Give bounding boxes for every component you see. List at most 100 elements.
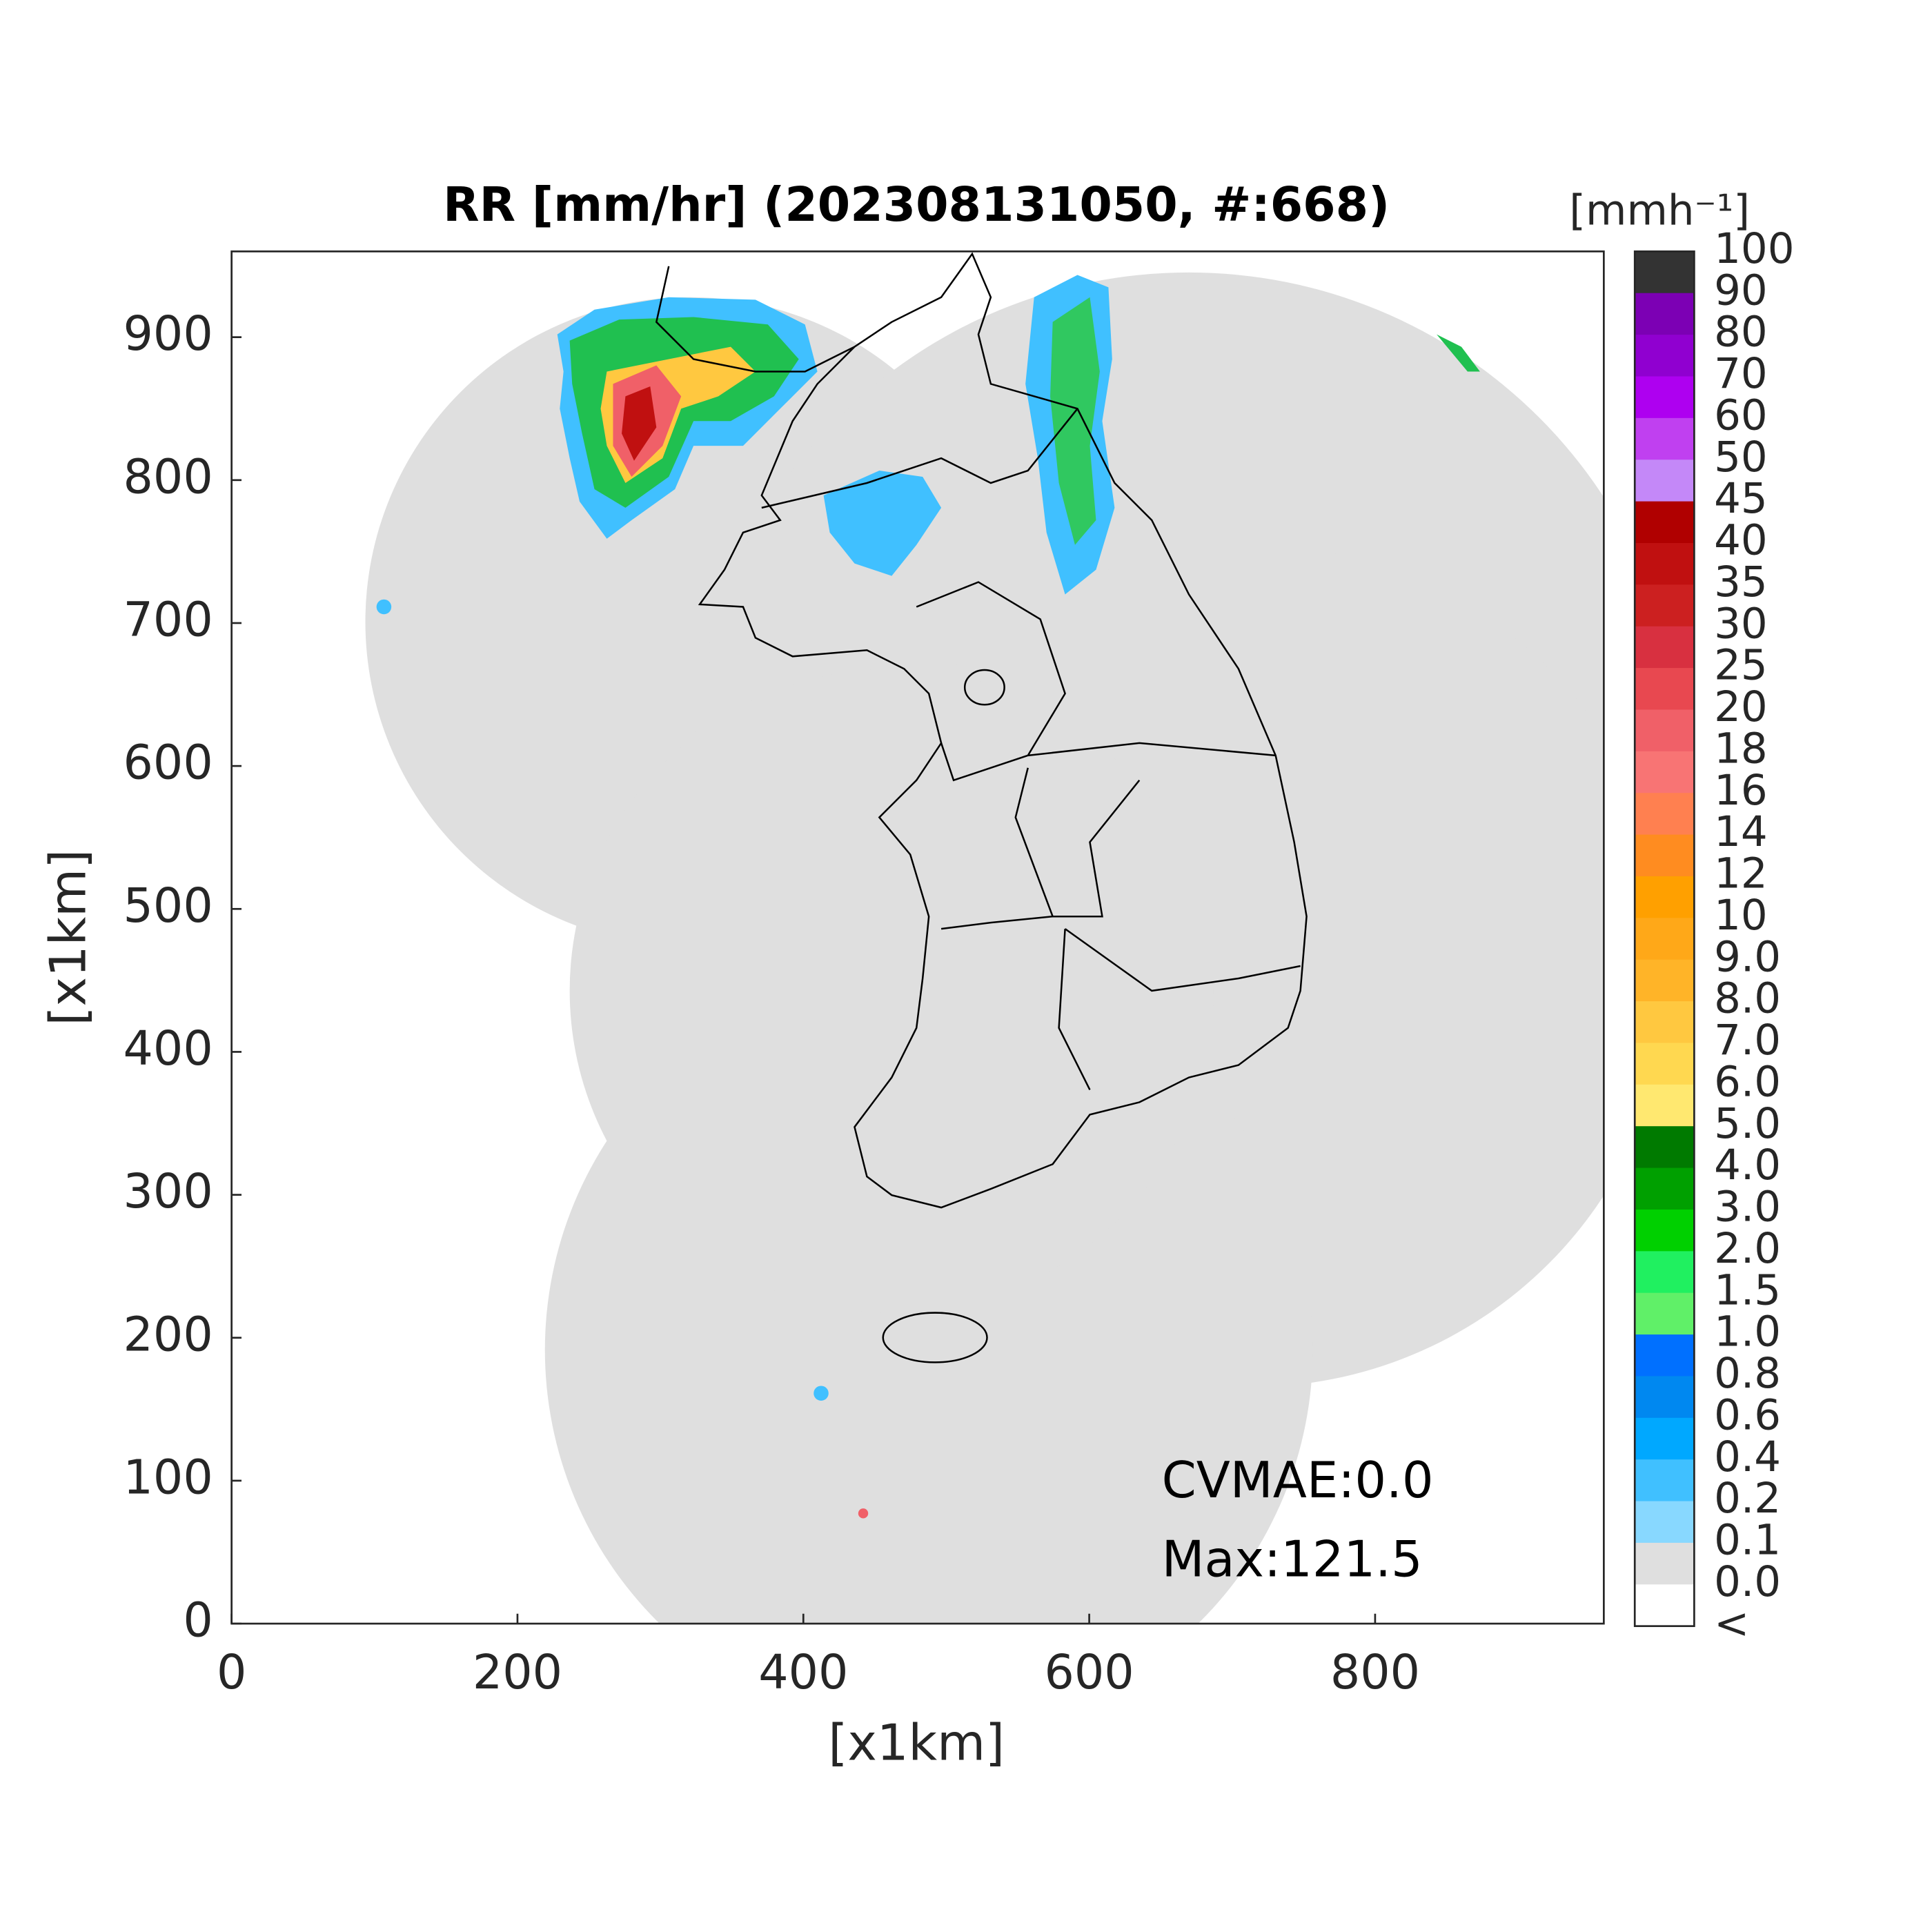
colorbar-label: 0.0 <box>1714 1557 1781 1606</box>
colorbar-label: 1.0 <box>1714 1308 1781 1357</box>
annotation: CVMAE:0.0 <box>1162 1451 1434 1509</box>
y-tick-label: 700 <box>124 593 213 648</box>
colorbar-label: 16 <box>1714 766 1768 815</box>
map-layer <box>365 252 1604 1624</box>
colorbar-label: 18 <box>1714 724 1768 773</box>
colorbar-label: 12 <box>1714 849 1768 898</box>
colorbar-segment <box>1635 1126 1695 1169</box>
colorbar-segment <box>1635 460 1695 502</box>
colorbar-label: 5.0 <box>1714 1099 1781 1148</box>
colorbar-frame <box>1633 250 1695 1628</box>
colorbar-label: 9.0 <box>1714 932 1781 981</box>
annotation: Max:121.5 <box>1162 1530 1423 1588</box>
peninsula-outline <box>698 252 1308 1209</box>
x-axis-label: [x1km] <box>828 1713 1005 1771</box>
colorbar-segment <box>1635 1459 1695 1502</box>
y-tick-label: 500 <box>124 879 213 934</box>
y-tick-label: 200 <box>124 1308 213 1362</box>
colorbar-label: 35 <box>1714 558 1768 607</box>
rain-cell <box>858 1508 869 1519</box>
colorbar-segment <box>1635 1376 1695 1419</box>
colorbar-segment <box>1635 417 1695 461</box>
colorbar-segment <box>1635 751 1695 794</box>
colorbar-segment <box>1635 376 1695 419</box>
colorbar-segment <box>1635 1542 1695 1586</box>
x-tick-label: 200 <box>473 1646 562 1700</box>
seoul-outline <box>963 669 1005 706</box>
colorbar-segment <box>1635 584 1695 627</box>
colorbar-label: 50 <box>1714 433 1768 482</box>
colorbar-label: 0.2 <box>1714 1474 1781 1523</box>
colorbar-segment <box>1635 1251 1695 1294</box>
colorbar-segment <box>1635 1167 1695 1210</box>
jeju-island <box>882 1312 988 1363</box>
colorbar-label: < <box>1714 1599 1749 1648</box>
colorbar-label: 14 <box>1714 807 1768 856</box>
rain-area <box>1050 297 1100 545</box>
y-tick-label: 100 <box>124 1450 213 1505</box>
colorbar-segment <box>1635 251 1695 294</box>
y-tick-label: 300 <box>124 1165 213 1219</box>
colorbar-label: 80 <box>1714 308 1768 357</box>
colorbar-label: 3.0 <box>1714 1183 1781 1232</box>
rain-cell <box>814 1386 829 1401</box>
colorbar-segment <box>1635 1501 1695 1544</box>
colorbar-label: 2.0 <box>1714 1224 1781 1273</box>
coastlines <box>655 252 1308 1363</box>
colorbar-segment <box>1635 1209 1695 1252</box>
colorbar-label: 70 <box>1714 349 1768 398</box>
colorbar-label: 0.6 <box>1714 1390 1781 1439</box>
colorbar-segment <box>1635 1001 1695 1044</box>
y-tick-label: 400 <box>124 1022 213 1076</box>
colorbar-segment <box>1635 1084 1695 1127</box>
x-tick-label: 400 <box>758 1646 848 1700</box>
colorbar-unit: [mmh⁻¹] <box>1569 186 1750 235</box>
y-tick-label: 0 <box>183 1594 213 1648</box>
chart-title: RR [mm/hr] (202308131050, #:668) <box>443 178 1390 233</box>
colorbar-segment <box>1635 876 1695 919</box>
colorbar-label: 7.0 <box>1714 1016 1781 1065</box>
colorbar-label: 100 <box>1714 224 1794 273</box>
x-tick-label: 0 <box>217 1646 246 1700</box>
colorbar-segment <box>1635 293 1695 336</box>
x-tick-label: 600 <box>1045 1646 1134 1700</box>
colorbar-segment <box>1635 542 1695 586</box>
y-axis-label: [x1km] <box>39 849 97 1026</box>
colorbar-label: 45 <box>1714 474 1768 523</box>
colorbar-label: 40 <box>1714 516 1768 565</box>
colorbar-label: 60 <box>1714 391 1768 440</box>
colorbar-label: 0.8 <box>1714 1349 1781 1398</box>
colorbar-label: 0.1 <box>1714 1516 1781 1565</box>
x-tick-label: 800 <box>1330 1646 1420 1700</box>
precipitation <box>376 275 1480 1519</box>
y-tick-label: 900 <box>124 307 213 362</box>
rain-area <box>823 471 942 576</box>
colorbar-label: 6.0 <box>1714 1057 1781 1106</box>
colorbar-segment <box>1635 335 1695 377</box>
colorbar-segment <box>1635 1292 1695 1335</box>
colorbar-label: 10 <box>1714 891 1768 940</box>
colorbar-label: 8.0 <box>1714 974 1781 1023</box>
y-tick-label: 800 <box>124 450 213 504</box>
colorbar-segment <box>1635 793 1695 836</box>
colorbar-label: 25 <box>1714 641 1768 690</box>
colorbar-label: 90 <box>1714 266 1768 315</box>
colorbar-label: 1.5 <box>1714 1265 1781 1314</box>
colorbar-segment <box>1635 501 1695 544</box>
rain-area <box>1437 334 1480 372</box>
border-line <box>761 408 1078 509</box>
colorbar-label: 0.4 <box>1714 1432 1781 1481</box>
colorbar-segment <box>1635 1417 1695 1461</box>
colorbar-segment <box>1635 1584 1695 1627</box>
rain-cell <box>376 599 392 615</box>
colorbar-segment <box>1635 1043 1695 1085</box>
colorbar-segment <box>1635 834 1695 877</box>
y-tick-label: 600 <box>124 736 213 791</box>
colorbar-segment <box>1635 918 1695 960</box>
coverage-area <box>569 669 1214 1313</box>
colorbar-segment <box>1635 959 1695 1002</box>
border-line <box>655 266 856 373</box>
colorbar-segment <box>1635 709 1695 752</box>
